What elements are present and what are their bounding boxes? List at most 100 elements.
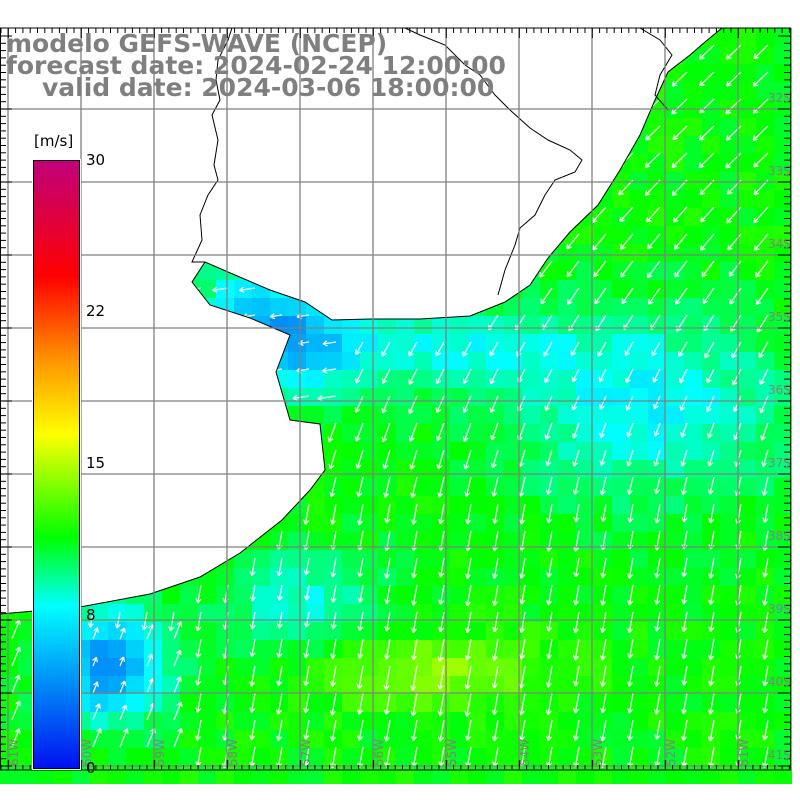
- wind-cell: [576, 532, 594, 550]
- wind-arrow: [195, 611, 202, 632]
- wind-cell: [720, 550, 738, 568]
- wind-cell: [612, 406, 630, 424]
- wind-cell: [684, 604, 702, 622]
- wind-cell: [774, 298, 792, 316]
- wind-arrow: [330, 638, 337, 659]
- wind-arrow: [489, 395, 499, 413]
- wind-cell: [162, 586, 180, 604]
- wind-cell: [162, 748, 180, 766]
- longitude-label: 59W: [153, 739, 167, 766]
- wind-cell: [342, 568, 360, 586]
- wind-cell: [378, 748, 396, 766]
- wind-arrow: [249, 638, 256, 657]
- wind-arrow: [680, 719, 688, 742]
- wind-arrow: [382, 449, 391, 470]
- wind-arrow: [383, 692, 391, 715]
- wind-cell: [252, 676, 270, 694]
- wind-arrow: [355, 368, 364, 384]
- wind-cell: [684, 172, 702, 190]
- wind-arrow: [753, 44, 769, 60]
- wind-cell: [684, 154, 702, 172]
- wind-cell: [684, 496, 702, 514]
- wind-cell: [738, 298, 756, 316]
- wind-cell: [720, 514, 738, 532]
- wind-cell: [396, 388, 414, 406]
- longitude-label: 51W: [737, 739, 751, 766]
- wind-arrow: [491, 692, 499, 716]
- wind-cell: [180, 730, 198, 748]
- wind-arrow: [303, 503, 310, 525]
- wind-arrow: [92, 656, 98, 667]
- wind-arrow: [276, 638, 283, 658]
- wind-arrow: [570, 341, 580, 356]
- wind-cell: [684, 316, 702, 334]
- wind-arrow: [249, 665, 256, 687]
- wind-cell: [630, 280, 648, 298]
- wind-arrow: [464, 476, 472, 497]
- colorbar-tick: 15: [86, 454, 106, 472]
- wind-cell: [306, 532, 324, 550]
- wind-cell: [342, 442, 360, 460]
- wind-cell: [612, 442, 630, 460]
- wind-cell: [288, 334, 306, 352]
- wind-cell: [306, 370, 324, 388]
- wind-cell: [108, 748, 126, 766]
- wind-arrow: [726, 206, 742, 224]
- wind-cell: [306, 604, 324, 622]
- wind-cell: [144, 712, 162, 730]
- wind-arrow: [672, 206, 688, 223]
- wind-arrow: [760, 422, 769, 441]
- wind-cell: [180, 622, 198, 640]
- wind-cell: [576, 550, 594, 568]
- wind-arrow: [410, 476, 418, 498]
- wind-cell: [666, 334, 684, 352]
- wind-arrow: [753, 206, 769, 224]
- wind-cell: [576, 748, 594, 766]
- wind-cell: [126, 712, 144, 730]
- wind-cell: [522, 694, 540, 712]
- wind-cell: [432, 334, 450, 352]
- wind-cell: [738, 82, 756, 100]
- wind-arrow: [435, 368, 445, 385]
- wind-cell: [288, 604, 306, 622]
- wind-cell: [504, 334, 522, 352]
- wind-cell: [252, 748, 270, 766]
- wind-cell: [648, 316, 666, 334]
- wind-cell: [540, 334, 558, 352]
- wind-cell: [126, 676, 144, 694]
- wind-arrow: [762, 557, 769, 578]
- wind-cell: [378, 712, 396, 730]
- wind-cell: [648, 226, 666, 244]
- wind-cell: [774, 442, 792, 460]
- wind-cell: [450, 550, 468, 568]
- wind-arrow: [708, 611, 715, 632]
- latitude-label: 32S: [768, 91, 791, 105]
- wind-cell: [738, 172, 756, 190]
- wind-arrow: [410, 692, 418, 717]
- wind-cell: [234, 298, 252, 316]
- wind-arrow: [653, 692, 661, 715]
- wind-cell: [612, 316, 630, 334]
- wind-arrow: [411, 584, 418, 606]
- wind-cell: [504, 604, 522, 622]
- wind-cell: [108, 640, 126, 658]
- wind-arrow: [268, 367, 283, 374]
- wind-arrow: [652, 368, 661, 383]
- wind-cell: [594, 586, 612, 604]
- wind-arrow: [491, 476, 499, 497]
- wind-cell: [558, 550, 576, 568]
- wind-cell: [342, 550, 360, 568]
- wind-cell: [756, 208, 774, 226]
- wind-cell: [720, 406, 738, 424]
- wind-cell: [504, 694, 522, 712]
- wind-arrow: [292, 394, 310, 401]
- wind-arrow: [119, 627, 126, 640]
- wind-cell: [396, 730, 414, 748]
- wind-cell: [612, 478, 630, 496]
- wind-cell: [612, 190, 630, 208]
- wind-arrow: [464, 692, 472, 717]
- wind-cell: [666, 388, 684, 406]
- wind-arrow: [654, 719, 661, 740]
- wind-cell: [666, 190, 684, 208]
- wind-cell: [252, 550, 270, 568]
